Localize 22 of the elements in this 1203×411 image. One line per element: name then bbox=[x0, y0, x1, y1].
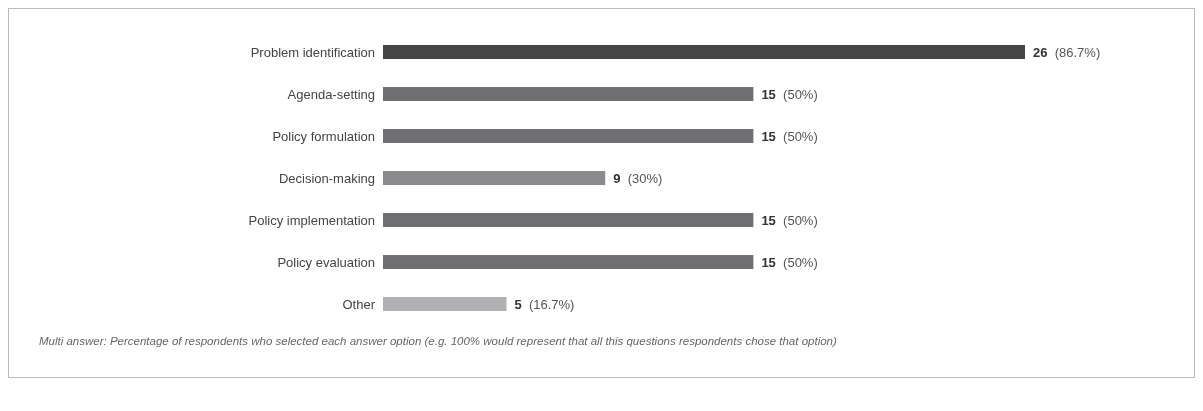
bar bbox=[383, 255, 754, 269]
y-tick-label: Agenda-setting bbox=[287, 86, 375, 102]
data-label: 15 (50%) bbox=[761, 254, 818, 270]
bar bbox=[383, 213, 754, 227]
bar bbox=[383, 297, 507, 311]
bar bbox=[383, 45, 1025, 59]
data-label: 15 (50%) bbox=[761, 212, 818, 228]
y-tick-label: Policy formulation bbox=[272, 128, 375, 144]
bar bbox=[383, 171, 606, 185]
data-label: 5 (16.7%) bbox=[514, 296, 575, 312]
y-tick-label: Problem identification bbox=[250, 44, 375, 60]
y-tick-label: Policy evaluation bbox=[277, 254, 375, 270]
y-tick-label: Decision-making bbox=[278, 170, 375, 186]
data-label: 9 (30%) bbox=[613, 170, 663, 186]
bar bbox=[383, 87, 754, 101]
data-label: 15 (50%) bbox=[761, 128, 818, 144]
data-label: 15 (50%) bbox=[761, 86, 818, 102]
y-tick-label: Other bbox=[342, 296, 376, 312]
data-label: 26 (86.7%) bbox=[1033, 44, 1101, 60]
y-tick-label: Policy implementation bbox=[248, 212, 375, 228]
text: Multi answer: Percentage of respondents who selected each answer option (e.g. 100% would represent that all this questions respondents chose that option) bbox=[38, 334, 838, 349]
bar bbox=[383, 129, 754, 143]
